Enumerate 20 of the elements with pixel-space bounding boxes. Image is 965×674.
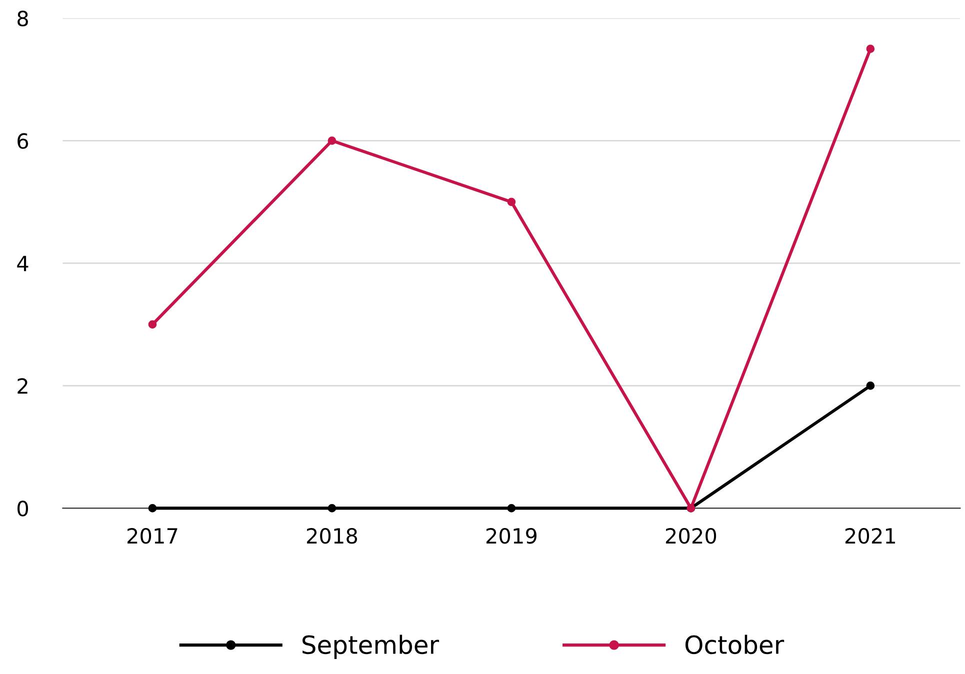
point <box>866 44 875 53</box>
legend-label: October <box>685 634 784 654</box>
point <box>328 504 336 512</box>
y-tick-label: 2 <box>18 378 28 394</box>
point <box>507 504 516 512</box>
x-tick-label: 2021 <box>845 528 896 544</box>
y-tick-label: 8 <box>18 10 28 26</box>
point <box>866 382 875 390</box>
x-tick-label: 2020 <box>666 528 716 544</box>
x-tick-label: 2018 <box>306 528 358 544</box>
point <box>148 504 157 512</box>
y-tick-label: 0 <box>18 500 28 516</box>
point <box>507 198 516 206</box>
y-tick-label: 6 <box>18 133 28 149</box>
legend-label: September <box>302 634 440 659</box>
x-tick-label: 2017 <box>127 528 178 544</box>
point <box>148 320 157 329</box>
x-tick-label: 2019 <box>486 528 536 544</box>
point <box>328 136 336 145</box>
y-tick-label: 4 <box>17 256 28 272</box>
